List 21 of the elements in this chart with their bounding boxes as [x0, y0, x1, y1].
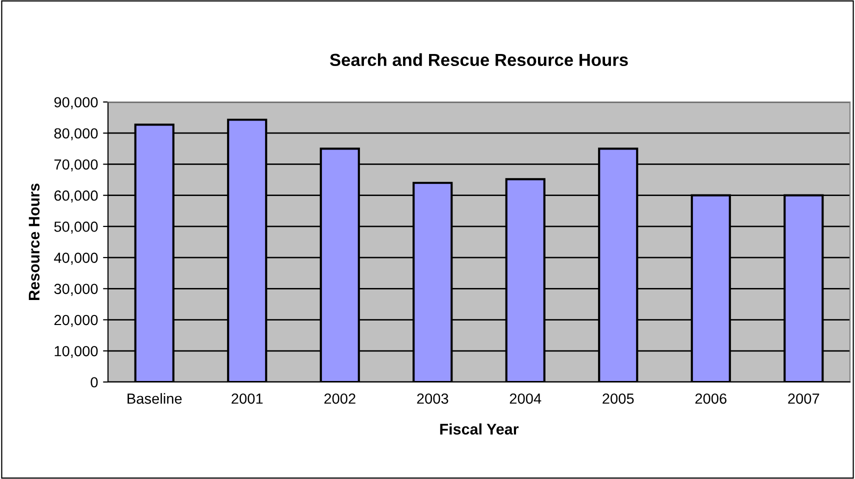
y-axis-title: Resource Hours [28, 184, 40, 300]
y-tick-label: 0 [90, 377, 98, 388]
x-tick-label: 2005 [602, 393, 634, 404]
x-tick-label: 2006 [695, 393, 726, 404]
y-tick-label: 30,000 [54, 284, 98, 296]
y-tick-label: 70,000 [54, 159, 98, 172]
y-tick-label: 60,000 [54, 190, 98, 202]
x-tick-label: 2003 [417, 393, 448, 404]
y-tick-label: 50,000 [54, 222, 98, 234]
y-tick-label: 40,000 [54, 252, 98, 265]
x-tick-label: 2002 [324, 393, 356, 404]
y-tick-label: 10,000 [54, 346, 98, 358]
x-tick-label: 2007 [788, 393, 820, 404]
chart-title: Search and Rescue Resource Hours [330, 53, 628, 66]
y-tick-label: 20,000 [54, 314, 98, 327]
x-axis-title: Fiscal Year [440, 423, 519, 435]
x-tick-label: Baseline [128, 393, 182, 404]
y-tick-label: 90,000 [54, 97, 98, 110]
x-tick-label: 2004 [510, 393, 542, 404]
y-tick-label: 80,000 [54, 128, 98, 140]
x-tick-label: 2001 [232, 393, 263, 404]
